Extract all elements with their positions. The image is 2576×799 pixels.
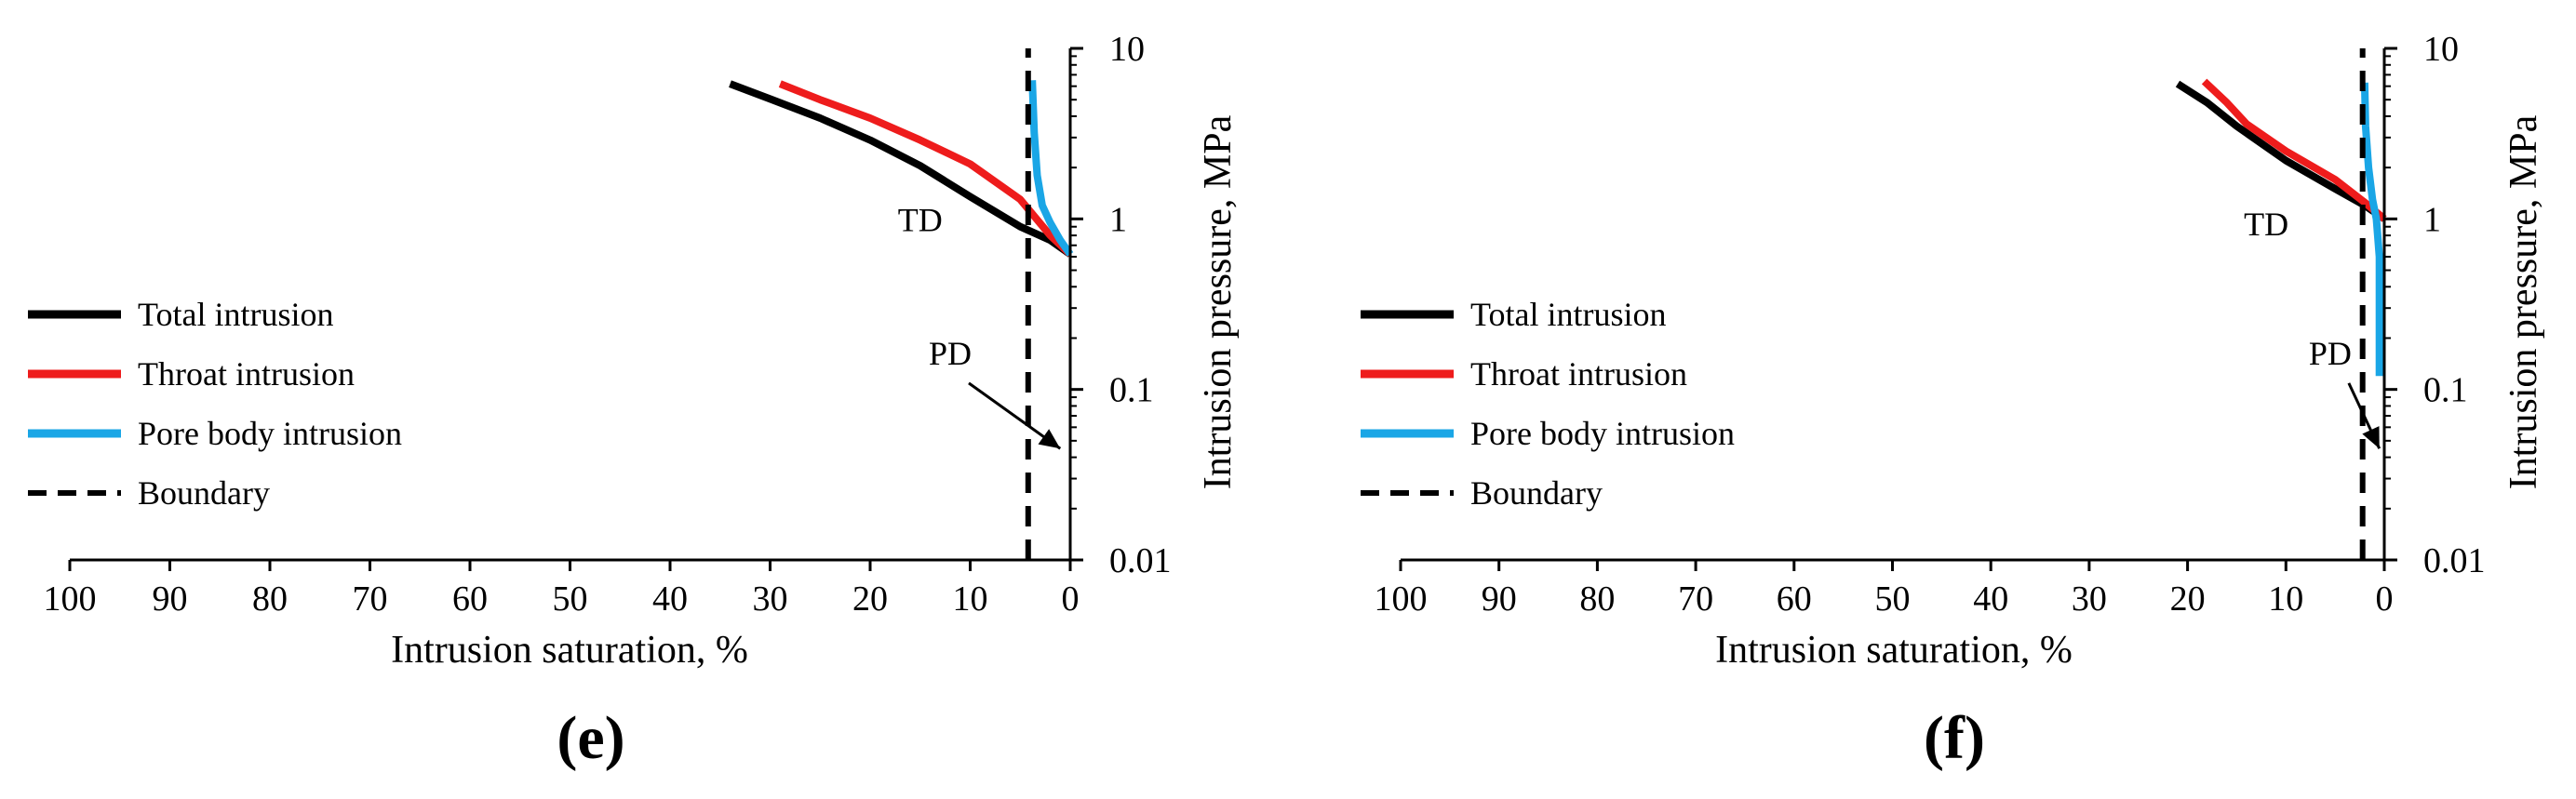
y-tick-label: 1 xyxy=(1109,200,1127,239)
x-tick-label: 50 xyxy=(1875,579,1911,619)
x-tick-label: 100 xyxy=(44,579,97,619)
annotation-arrowhead xyxy=(2362,426,2380,449)
panel-label: (f) xyxy=(1924,704,1985,772)
x-tick-label: 10 xyxy=(953,579,988,619)
x-tick-label: 80 xyxy=(252,579,288,619)
y-axis-title: Intrusion pressure, MPa xyxy=(1197,114,1240,489)
y-tick-label: 10 xyxy=(1109,30,1145,69)
annotation-td: TD xyxy=(2244,206,2288,243)
legend-label: Throat intrusion xyxy=(138,355,355,393)
legend: Total intrusion Throat intrusion Pore body… xyxy=(1361,296,1735,512)
y-axis-title: Intrusion pressure, MPa xyxy=(2502,114,2545,489)
x-tick-label: 30 xyxy=(2072,579,2107,619)
y-tick-label: 0.01 xyxy=(2423,541,2486,580)
legend-label: Boundary xyxy=(1470,474,1603,512)
x-axis-title: Intrusion saturation, % xyxy=(1715,629,2073,672)
x-tick-label: 60 xyxy=(1777,579,1812,619)
x-tick-label: 0 xyxy=(2376,579,2394,619)
legend-label: Total intrusion xyxy=(138,296,333,333)
series-layer xyxy=(729,48,1074,560)
annotation-pd: PD xyxy=(2309,335,2352,372)
x-tick-label: 30 xyxy=(753,579,788,619)
series-line-throat-intrusion xyxy=(2201,78,2387,222)
x-tick-label: 70 xyxy=(1678,579,1713,619)
annotations: TD PD xyxy=(898,201,1062,450)
annotation-pd: PD xyxy=(929,335,972,372)
annotation-td: TD xyxy=(898,201,943,238)
y-tick-label: 10 xyxy=(2423,30,2459,69)
y-tick-label: 0.1 xyxy=(1109,371,1154,410)
y-tick-label: 0.1 xyxy=(2423,371,2468,410)
legend-label: Pore body intrusion xyxy=(138,415,402,452)
y-tick-label: 1 xyxy=(2423,200,2441,239)
x-tick-label: 80 xyxy=(1579,579,1615,619)
x-tick-label: 40 xyxy=(652,579,688,619)
x-tick-label: 90 xyxy=(153,579,188,619)
x-axis-title: Intrusion saturation, % xyxy=(391,629,748,672)
annotations: TD PD xyxy=(2244,206,2381,449)
x-tick-label: 20 xyxy=(2170,579,2206,619)
legend-label: Pore body intrusion xyxy=(1470,415,1735,452)
legend-label: Total intrusion xyxy=(1470,296,1666,333)
x-tick-label: 70 xyxy=(353,579,388,619)
series-line-throat-intrusion xyxy=(778,80,1073,258)
x-tick-label: 40 xyxy=(1973,579,2008,619)
legend-label: Boundary xyxy=(138,474,270,512)
series-layer xyxy=(2175,48,2387,560)
annotation-arrowhead xyxy=(1038,429,1061,449)
series-line-total-intrusion xyxy=(729,80,1073,258)
x-tick-label: 10 xyxy=(2268,579,2303,619)
x-tick-label: 0 xyxy=(1062,579,1080,619)
x-tick-label: 60 xyxy=(452,579,488,619)
legend: Total intrusion Throat intrusion Pore body… xyxy=(28,296,402,512)
x-tick-label: 50 xyxy=(553,579,588,619)
panel-label: (e) xyxy=(557,704,624,772)
x-tick-label: 100 xyxy=(1375,579,1428,619)
series-line-pore-body-intrusion xyxy=(1028,80,1074,257)
x-tick-label: 90 xyxy=(1482,579,1517,619)
x-tick-label: 20 xyxy=(852,579,888,619)
series-line-pore-body-intrusion xyxy=(2360,82,2383,377)
legend-label: Throat intrusion xyxy=(1470,355,1687,393)
y-tick-label: 0.01 xyxy=(1109,541,1172,580)
